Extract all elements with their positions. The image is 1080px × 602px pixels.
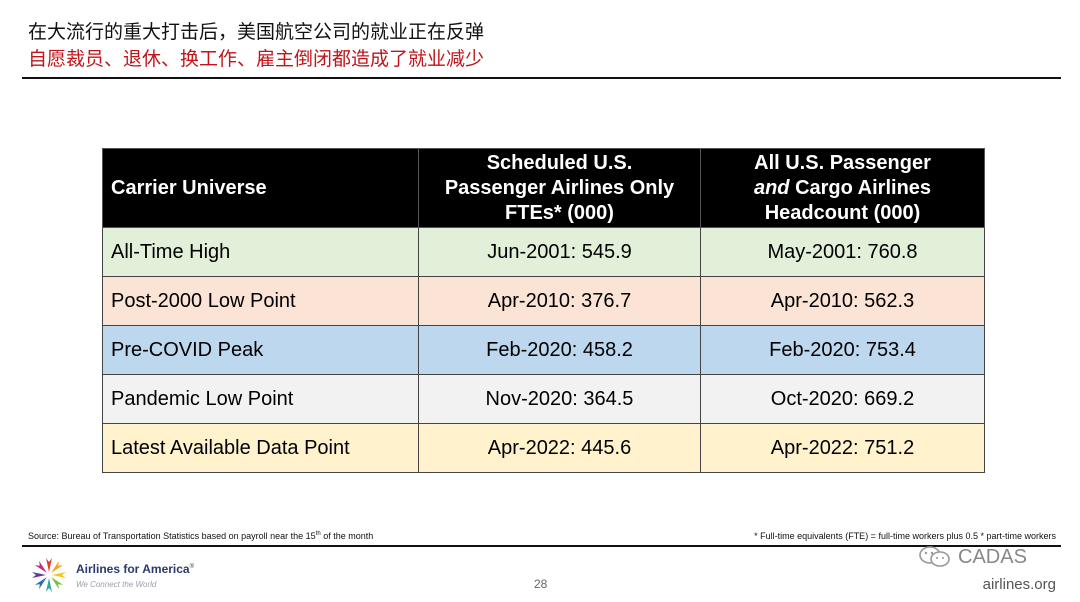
header-carrier-universe: Carrier Universe <box>102 148 419 228</box>
header-col3-line2: Cargo Airlines <box>789 176 932 199</box>
chat-bubble-icon <box>919 546 950 567</box>
row-fte-value: Apr-2022: 445.6 <box>418 423 701 473</box>
header-scheduled-passenger-ftes: Scheduled U.S. Passenger Airlines Only F… <box>418 148 701 228</box>
row-label: Pre-COVID Peak <box>102 325 419 375</box>
website-url[interactable]: airlines.org <box>982 576 1056 593</box>
page-number: 28 <box>534 577 548 591</box>
row-headcount-value: May-2001: 760.8 <box>700 227 985 277</box>
source-note: Source: Bureau of Transportation Statist… <box>28 531 373 541</box>
source-note-sup: th <box>315 531 321 537</box>
row-fte-value: Jun-2001: 545.9 <box>418 227 701 277</box>
source-note-text: Source: Bureau of Transportation Statist… <box>28 531 316 541</box>
source-note-suffix: of the month <box>320 531 374 541</box>
table-header-row: Carrier Universe Scheduled U.S. Passenge… <box>102 148 985 228</box>
header-col2-line2: Passenger Airlines Only <box>444 176 675 199</box>
table-row: Pandemic Low Point Nov-2020: 364.5 Oct-2… <box>102 374 985 424</box>
fte-footnote: * Full-time equivalents (FTE) = full-tim… <box>754 531 1056 541</box>
header-all-passenger-cargo-headcount: All U.S. Passenger and Cargo Airlines He… <box>700 148 985 228</box>
top-divider <box>22 77 1061 79</box>
logo-name-text: Airlines for America <box>76 562 190 576</box>
page-subtitle: 自愿裁员、退休、换工作、雇主倒闭都造成了就业减少 <box>28 48 485 70</box>
employment-table: Carrier Universe Scheduled U.S. Passenge… <box>102 148 985 473</box>
row-headcount-value: Feb-2020: 753.4 <box>700 325 985 375</box>
starburst-logo-icon <box>32 558 66 592</box>
header-col3-line1: All U.S. Passenger <box>754 151 931 174</box>
header-col2-line3: FTEs* (000) <box>505 201 614 224</box>
row-headcount-value: Apr-2010: 562.3 <box>700 276 985 326</box>
header-col3-line3: Headcount (000) <box>764 201 921 224</box>
row-label: Post-2000 Low Point <box>102 276 419 326</box>
logo-tagline: We Connect the World <box>76 580 157 589</box>
row-fte-value: Nov-2020: 364.5 <box>418 374 701 424</box>
row-fte-value: Apr-2010: 376.7 <box>418 276 701 326</box>
table-row: All-Time High Jun-2001: 545.9 May-2001: … <box>102 227 985 277</box>
table-row: Pre-COVID Peak Feb-2020: 458.2 Feb-2020:… <box>102 325 985 375</box>
logo-name: Airlines for America® <box>76 562 194 576</box>
watermark-text: CADAS <box>958 545 1027 568</box>
page-title: 在大流行的重大打击后，美国航空公司的就业正在反弹 <box>28 21 485 43</box>
row-label: Latest Available Data Point <box>102 423 419 473</box>
watermark: CADAS <box>918 544 1027 570</box>
row-label: Pandemic Low Point <box>102 374 419 424</box>
logo-registered-mark: ® <box>189 564 195 570</box>
header-col3-and: and <box>753 176 790 199</box>
row-headcount-value: Apr-2022: 751.2 <box>700 423 985 473</box>
row-label: All-Time High <box>102 227 419 277</box>
airlines-for-america-logo: Airlines for America® We Connect the Wor… <box>28 554 278 598</box>
row-headcount-value: Oct-2020: 669.2 <box>700 374 985 424</box>
table-row: Latest Available Data Point Apr-2022: 44… <box>102 423 985 473</box>
bottom-divider <box>22 545 1061 547</box>
header-col2-line1: Scheduled U.S. <box>486 151 633 174</box>
row-fte-value: Feb-2020: 458.2 <box>418 325 701 375</box>
table-row: Post-2000 Low Point Apr-2010: 376.7 Apr-… <box>102 276 985 326</box>
